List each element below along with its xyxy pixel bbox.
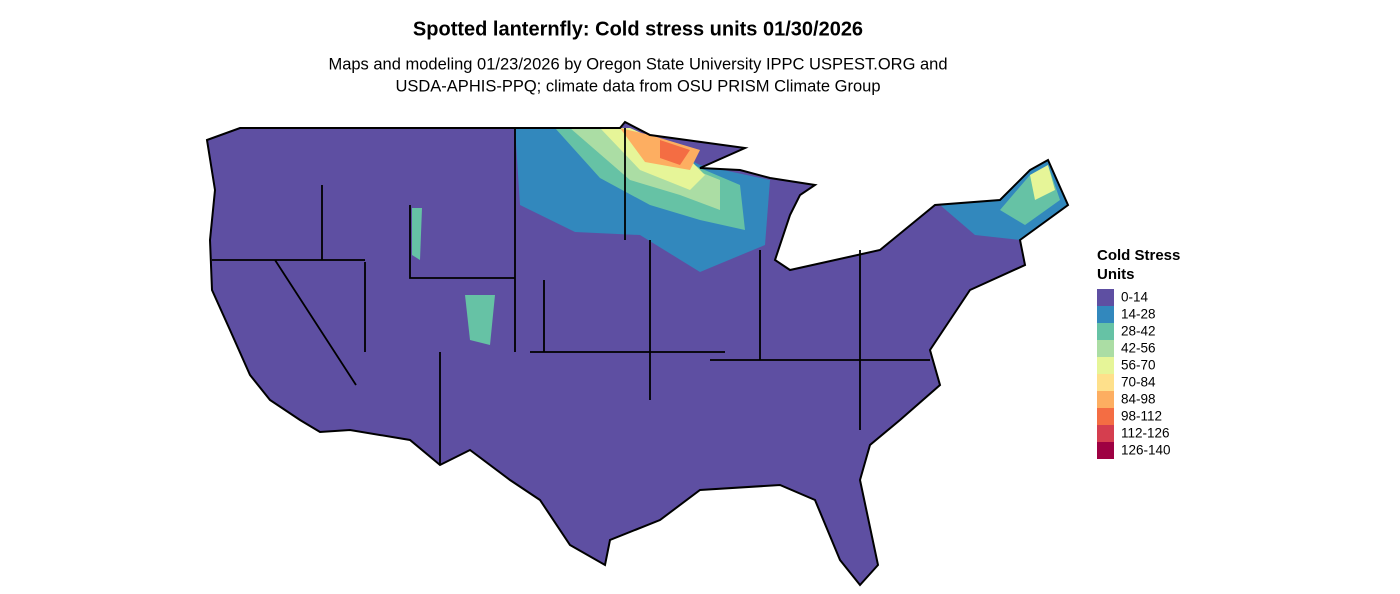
legend-swatch <box>1097 442 1114 459</box>
stress-zone <box>465 295 495 345</box>
legend-swatch <box>1097 425 1114 442</box>
legend-label: 70-84 <box>1121 375 1156 390</box>
legend-label: 112-126 <box>1121 426 1170 441</box>
stress-zone <box>412 208 422 260</box>
legend-swatch <box>1097 408 1114 425</box>
legend-swatch <box>1097 391 1114 408</box>
us-map <box>205 120 1070 587</box>
us-outline <box>205 120 1070 587</box>
subtitle: Maps and modeling 01/23/2026 by Oregon S… <box>328 55 947 73</box>
stress-zone <box>1030 165 1055 200</box>
legend-title: Cold Stress <box>1097 247 1180 264</box>
legend-swatch <box>1097 374 1114 391</box>
legend-label: 126-140 <box>1121 443 1171 458</box>
stress-zone <box>660 140 690 165</box>
legend-label: 28-42 <box>1121 324 1156 339</box>
legend-label: 14-28 <box>1121 307 1156 322</box>
title: Spotted lanternfly: Cold stress units 01… <box>413 18 863 40</box>
legend-label: 98-112 <box>1121 409 1162 424</box>
legend-label: 84-98 <box>1121 392 1156 407</box>
state-borders <box>212 128 930 465</box>
legend: 0-14 14-28 28-42 42-56 56-70 70-84 84-98 98-112… <box>1097 289 1171 459</box>
legend-label: 56-70 <box>1121 358 1156 373</box>
legend-swatch <box>1097 323 1114 340</box>
legend-swatch <box>1097 289 1114 306</box>
subtitle: USDA-APHIS-PPQ; climate data from OSU PR… <box>395 77 880 95</box>
legend-swatch <box>1097 357 1114 374</box>
legend-swatch <box>1097 340 1114 357</box>
legend-swatch <box>1097 306 1114 323</box>
legend-label: 0-14 <box>1121 290 1149 305</box>
legend-label: 42-56 <box>1121 341 1156 356</box>
legend-title: Units <box>1097 266 1135 283</box>
